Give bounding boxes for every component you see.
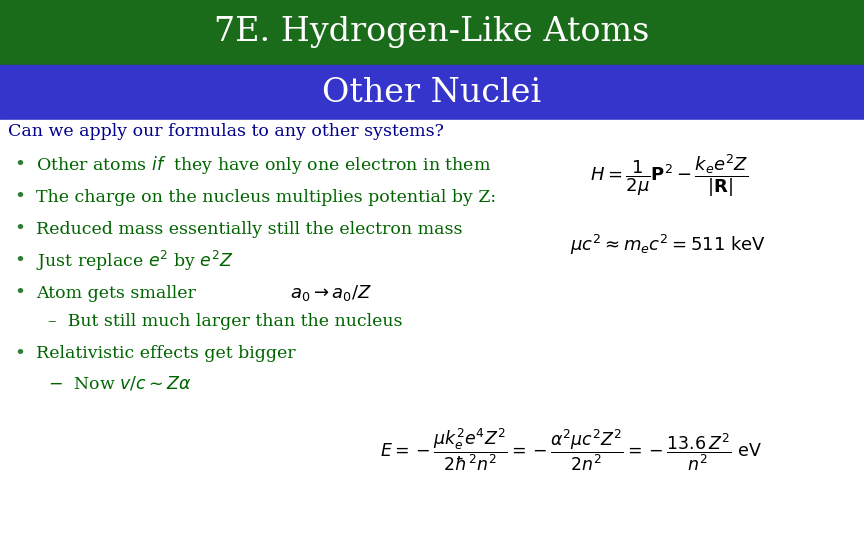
Text: $H = \dfrac{1}{2\mu}\mathbf{P}^2 - \dfrac{k_e e^2 Z}{|\mathbf{R}|}$: $H = \dfrac{1}{2\mu}\mathbf{P}^2 - \dfra… xyxy=(590,153,748,199)
Text: Atom gets smaller: Atom gets smaller xyxy=(36,285,196,301)
Text: Just replace $e^2$ by $e^2Z$: Just replace $e^2$ by $e^2Z$ xyxy=(36,249,234,273)
Text: •: • xyxy=(14,345,25,363)
Text: Other Nuclei: Other Nuclei xyxy=(322,77,542,109)
Text: $a_0 \rightarrow a_0/Z$: $a_0 \rightarrow a_0/Z$ xyxy=(290,283,372,303)
Text: $-$  Now $v/c \sim Z\alpha$: $-$ Now $v/c \sim Z\alpha$ xyxy=(48,374,192,392)
Text: –  But still much larger than the nucleus: – But still much larger than the nucleus xyxy=(48,314,403,330)
Text: Reduced mass essentially still the electron mass: Reduced mass essentially still the elect… xyxy=(36,220,462,238)
Text: Other atoms $\mathit{if}$  they have only one electron in them: Other atoms $\mathit{if}$ they have only… xyxy=(36,154,492,176)
Text: •: • xyxy=(14,252,25,270)
Text: $\mu c^2 \approx m_e c^2 = 511\ \mathrm{keV}$: $\mu c^2 \approx m_e c^2 = 511\ \mathrm{… xyxy=(570,233,766,257)
Text: 7E. Hydrogen-Like Atoms: 7E. Hydrogen-Like Atoms xyxy=(214,17,650,49)
Text: •: • xyxy=(14,188,25,206)
Text: $E = -\dfrac{\mu k_e^2 e^4 Z^2}{2\hbar^2 n^2} = -\dfrac{\alpha^2 \mu c^2 Z^2}{2n: $E = -\dfrac{\mu k_e^2 e^4 Z^2}{2\hbar^2… xyxy=(380,427,762,474)
Text: Can we apply our formulas to any other systems?: Can we apply our formulas to any other s… xyxy=(8,124,444,140)
Text: •: • xyxy=(14,156,25,174)
Bar xyxy=(0,120,864,540)
Bar xyxy=(0,0,864,65)
Bar xyxy=(0,65,864,120)
Text: The charge on the nucleus multiplies potential by Z:: The charge on the nucleus multiplies pot… xyxy=(36,188,496,206)
Text: •: • xyxy=(14,220,25,238)
Text: •: • xyxy=(14,284,25,302)
Text: Relativistic effects get bigger: Relativistic effects get bigger xyxy=(36,346,295,362)
